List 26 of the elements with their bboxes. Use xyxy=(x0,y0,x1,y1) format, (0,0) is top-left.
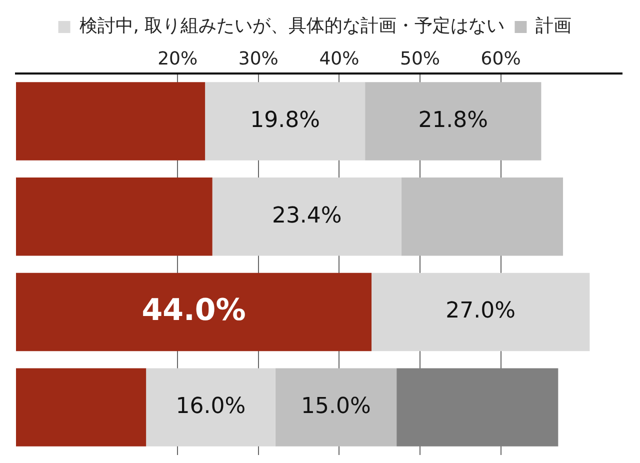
bar xyxy=(16,368,146,446)
x-tick-label: 40% xyxy=(319,48,360,70)
legend-label: 検討中, 取り組みたいが、具体的な計画・予定はない xyxy=(79,16,505,37)
x-tick-label: 30% xyxy=(238,48,278,70)
legend-label: 計画 xyxy=(536,16,572,37)
bar xyxy=(401,178,564,256)
data-label: 27.0% xyxy=(446,298,516,324)
data-label: 21.8% xyxy=(418,108,488,133)
data-label: 16.0% xyxy=(176,394,246,420)
bar xyxy=(146,368,276,446)
data-label: 23.4% xyxy=(272,203,342,228)
bar xyxy=(16,272,372,352)
bar xyxy=(275,368,397,446)
x-tick-label: 60% xyxy=(480,48,521,70)
bar xyxy=(205,82,366,160)
x-tick-label: 50% xyxy=(400,48,440,70)
x-tick-label: 20% xyxy=(158,48,198,70)
bar xyxy=(396,368,558,446)
bar xyxy=(16,82,206,160)
bar xyxy=(16,178,212,256)
bar xyxy=(212,178,402,256)
data-label: 44.0% xyxy=(142,292,246,328)
bar xyxy=(365,82,542,160)
bar xyxy=(372,272,590,352)
data-label: 15.0% xyxy=(301,394,371,420)
data-label: 19.8% xyxy=(250,108,320,133)
